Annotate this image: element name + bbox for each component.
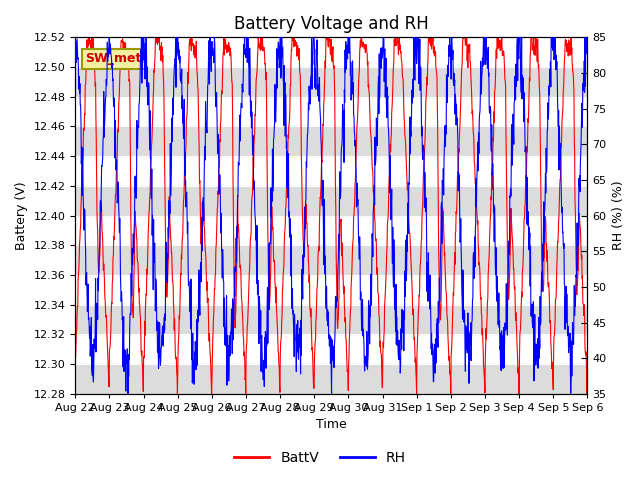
Legend: BattV, RH: BattV, RH — [229, 445, 411, 471]
Bar — [76, 245, 588, 275]
Y-axis label: Battery (V): Battery (V) — [15, 181, 28, 250]
Y-axis label: RH (%) (%): RH (%) (%) — [612, 181, 625, 251]
Bar — [76, 186, 588, 216]
Text: SW_met: SW_met — [86, 52, 142, 65]
Bar — [76, 305, 588, 335]
Bar — [76, 126, 588, 156]
X-axis label: Time: Time — [316, 419, 347, 432]
Bar — [76, 67, 588, 97]
Title: Battery Voltage and RH: Battery Voltage and RH — [234, 15, 429, 33]
Bar — [76, 364, 588, 394]
